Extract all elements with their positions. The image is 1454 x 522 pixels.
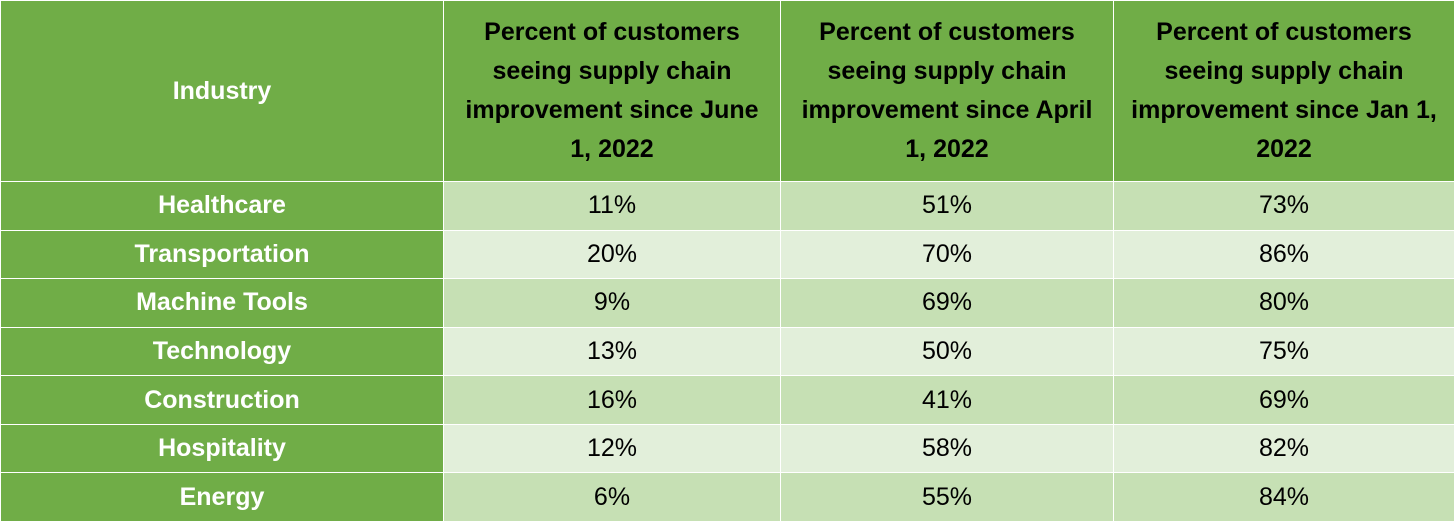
table-cell: 58%: [780, 423, 1114, 474]
table-cell: 9%: [443, 278, 781, 328]
header-industry: Industry: [0, 0, 444, 182]
table-cell: 51%: [780, 181, 1114, 231]
table-cell: 75%: [1113, 326, 1454, 377]
table-cell: 73%: [1113, 181, 1454, 231]
table-row: Machine Tools 9% 69% 80%: [0, 278, 1454, 328]
table-row: Healthcare 11% 51% 73%: [0, 181, 1454, 231]
table-cell: 70%: [780, 229, 1114, 280]
row-label: Energy: [0, 472, 444, 522]
table-cell: 69%: [1113, 375, 1454, 425]
table-cell: 55%: [780, 472, 1114, 522]
row-label: Technology: [0, 326, 444, 377]
table-cell: 69%: [780, 278, 1114, 328]
header-row: Industry Percent of customers seeing sup…: [0, 0, 1454, 182]
row-label: Machine Tools: [0, 278, 444, 328]
table-cell: 41%: [780, 375, 1114, 425]
table-row: Technology 13% 50% 75%: [0, 326, 1454, 377]
header-jan: Percent of customers seeing supply chain…: [1113, 0, 1454, 182]
row-label: Healthcare: [0, 181, 444, 231]
table-cell: 84%: [1113, 472, 1454, 522]
table-cell: 12%: [443, 423, 781, 474]
table-cell: 6%: [443, 472, 781, 522]
header-april: Percent of customers seeing supply chain…: [780, 0, 1114, 182]
table-cell: 11%: [443, 181, 781, 231]
table-row: Hospitality 12% 58% 82%: [0, 423, 1454, 474]
row-label: Transportation: [0, 229, 444, 280]
table-cell: 16%: [443, 375, 781, 425]
header-june: Percent of customers seeing supply chain…: [443, 0, 781, 182]
row-label: Hospitality: [0, 423, 444, 474]
table-row: Transportation 20% 70% 86%: [0, 229, 1454, 280]
row-label: Construction: [0, 375, 444, 425]
table-cell: 86%: [1113, 229, 1454, 280]
table-cell: 50%: [780, 326, 1114, 377]
table-cell: 13%: [443, 326, 781, 377]
table-cell: 82%: [1113, 423, 1454, 474]
table-cell: 80%: [1113, 278, 1454, 328]
table-row: Construction 16% 41% 69%: [0, 375, 1454, 425]
table-cell: 20%: [443, 229, 781, 280]
table-row: Energy 6% 55% 84%: [0, 472, 1454, 522]
